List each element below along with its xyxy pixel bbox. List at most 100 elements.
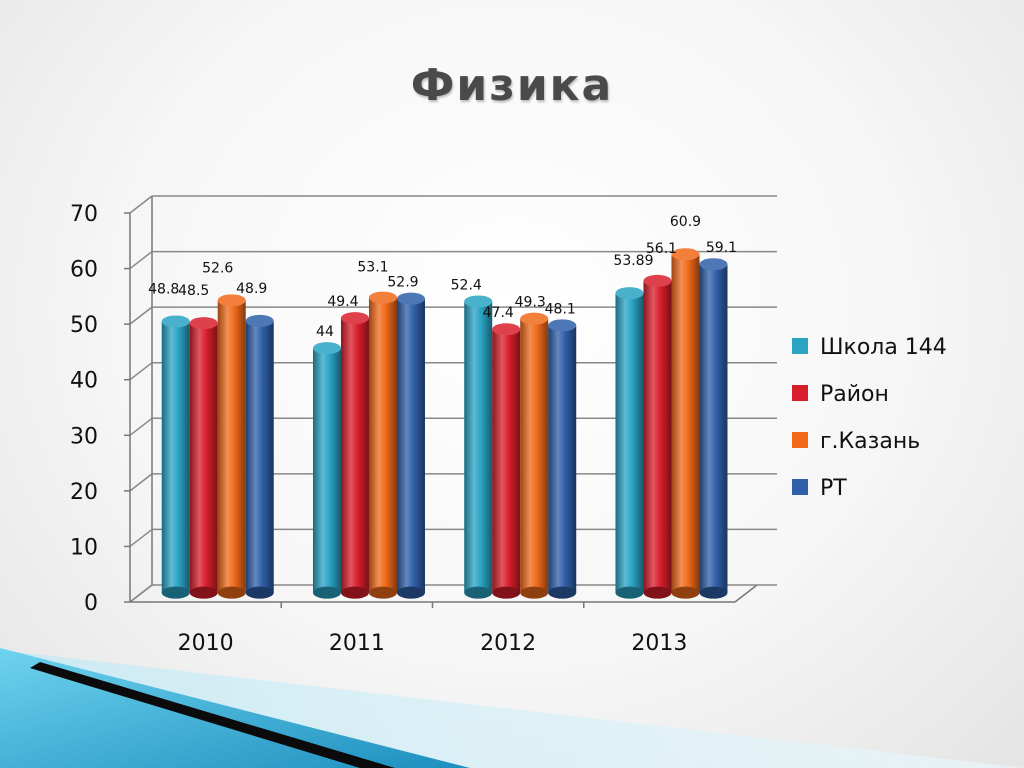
- gridline-depth: [129, 584, 153, 603]
- bar: [464, 295, 493, 599]
- bar-top: [643, 274, 672, 287]
- bar: [615, 287, 644, 599]
- legend-swatch: [792, 338, 808, 354]
- bar-top: [615, 287, 644, 300]
- bar-base: [671, 586, 700, 599]
- y-tick-label: 40: [70, 369, 98, 394]
- data-label: 49.4: [327, 294, 358, 310]
- data-label: 60.9: [670, 214, 701, 230]
- bar: [161, 315, 190, 599]
- x-tick-label: 2011: [329, 631, 385, 656]
- bar: [699, 258, 728, 599]
- bar-body: [245, 320, 274, 593]
- bar-base: [396, 586, 425, 599]
- bar-body: [396, 298, 425, 593]
- data-label: 59.1: [706, 240, 737, 256]
- chart-data-labels: 48.848.5 52.648.9 44 49.4 53.152.9 52.447.449…: [148, 214, 737, 340]
- gridline-depth: [129, 195, 153, 214]
- data-label: 53.1: [357, 260, 388, 276]
- bar-base: [312, 586, 341, 599]
- bar-top: [368, 291, 397, 304]
- bar-body: [615, 293, 644, 593]
- gridline-depth: [129, 250, 153, 270]
- y-tick-label: 60: [70, 258, 98, 283]
- chart-bars: [161, 248, 728, 599]
- bar: [548, 319, 577, 599]
- bar-top: [492, 323, 521, 336]
- bar-top: [161, 315, 190, 328]
- slide-title: Физика: [410, 60, 614, 111]
- bar: [312, 342, 341, 599]
- bar-body: [699, 264, 728, 593]
- y-tick-label: 30: [70, 424, 98, 449]
- legend-label: Район: [820, 382, 889, 407]
- y-tick-label: 50: [70, 313, 98, 338]
- data-label: 52.4: [451, 277, 482, 293]
- chart-axes: 0 10 20 30 40 50 60 70 2010 2011 2012 2013: [70, 202, 735, 656]
- bar-body: [189, 323, 218, 593]
- legend-label: г.Казань: [820, 429, 920, 454]
- data-label: 47.4: [483, 305, 514, 321]
- bar-top: [217, 294, 246, 307]
- bar-base: [699, 586, 728, 599]
- bar-base: [368, 586, 397, 599]
- bar-body: [312, 348, 341, 593]
- bar-body: [464, 301, 493, 593]
- bar-body: [671, 254, 700, 593]
- data-label: 48.8: [148, 281, 179, 297]
- legend-swatch: [792, 432, 808, 448]
- bar: [396, 292, 425, 599]
- legend-label: Школа 144: [820, 335, 947, 360]
- y-tick-label: 70: [70, 202, 98, 227]
- bar-top: [312, 342, 341, 355]
- bar-top: [189, 317, 218, 330]
- legend-swatch: [792, 479, 808, 495]
- data-label: 53.89: [613, 253, 653, 269]
- bar-top: [671, 248, 700, 261]
- bar-body: [548, 325, 577, 593]
- bar-top: [464, 295, 493, 308]
- bar-body: [643, 280, 672, 593]
- data-label: 48.9: [236, 281, 267, 297]
- bar: [189, 317, 218, 599]
- x-tick-label: 2012: [480, 631, 536, 656]
- gridline-depth: [129, 528, 153, 548]
- data-label: 49.3: [515, 295, 546, 311]
- bar-top: [548, 319, 577, 332]
- gridline-depth: [129, 306, 153, 325]
- y-tick-label: 10: [70, 535, 98, 560]
- bar-base: [548, 586, 577, 599]
- bar-body: [492, 329, 521, 593]
- bar-base: [520, 586, 549, 599]
- bar-body: [340, 318, 369, 593]
- bar-body: [368, 297, 397, 593]
- bar-top: [245, 314, 274, 327]
- bar: [368, 291, 397, 599]
- bar-base: [643, 586, 672, 599]
- bar-base: [340, 586, 369, 599]
- bar-top: [340, 312, 369, 325]
- bar: [340, 312, 369, 599]
- bar-base: [161, 586, 190, 599]
- legend-label: РТ: [820, 476, 847, 501]
- bar: [217, 294, 246, 599]
- bar-base: [217, 586, 246, 599]
- x-tick-label: 2013: [631, 631, 687, 656]
- bar-top: [396, 292, 425, 305]
- data-label: 44: [316, 324, 334, 340]
- floor-right-edge: [734, 584, 758, 603]
- data-label: 48.1: [545, 301, 576, 317]
- data-label: 52.9: [387, 275, 418, 291]
- bar-body: [217, 300, 246, 593]
- x-tick-label: 2010: [178, 631, 234, 656]
- bar: [520, 312, 549, 599]
- bar-top: [699, 258, 728, 271]
- gridline-depth: [129, 362, 153, 381]
- data-label: 52.6: [202, 260, 233, 276]
- bar: [245, 314, 274, 599]
- bar-base: [464, 586, 493, 599]
- bar-base: [189, 586, 218, 599]
- data-label: 48.5: [178, 283, 209, 299]
